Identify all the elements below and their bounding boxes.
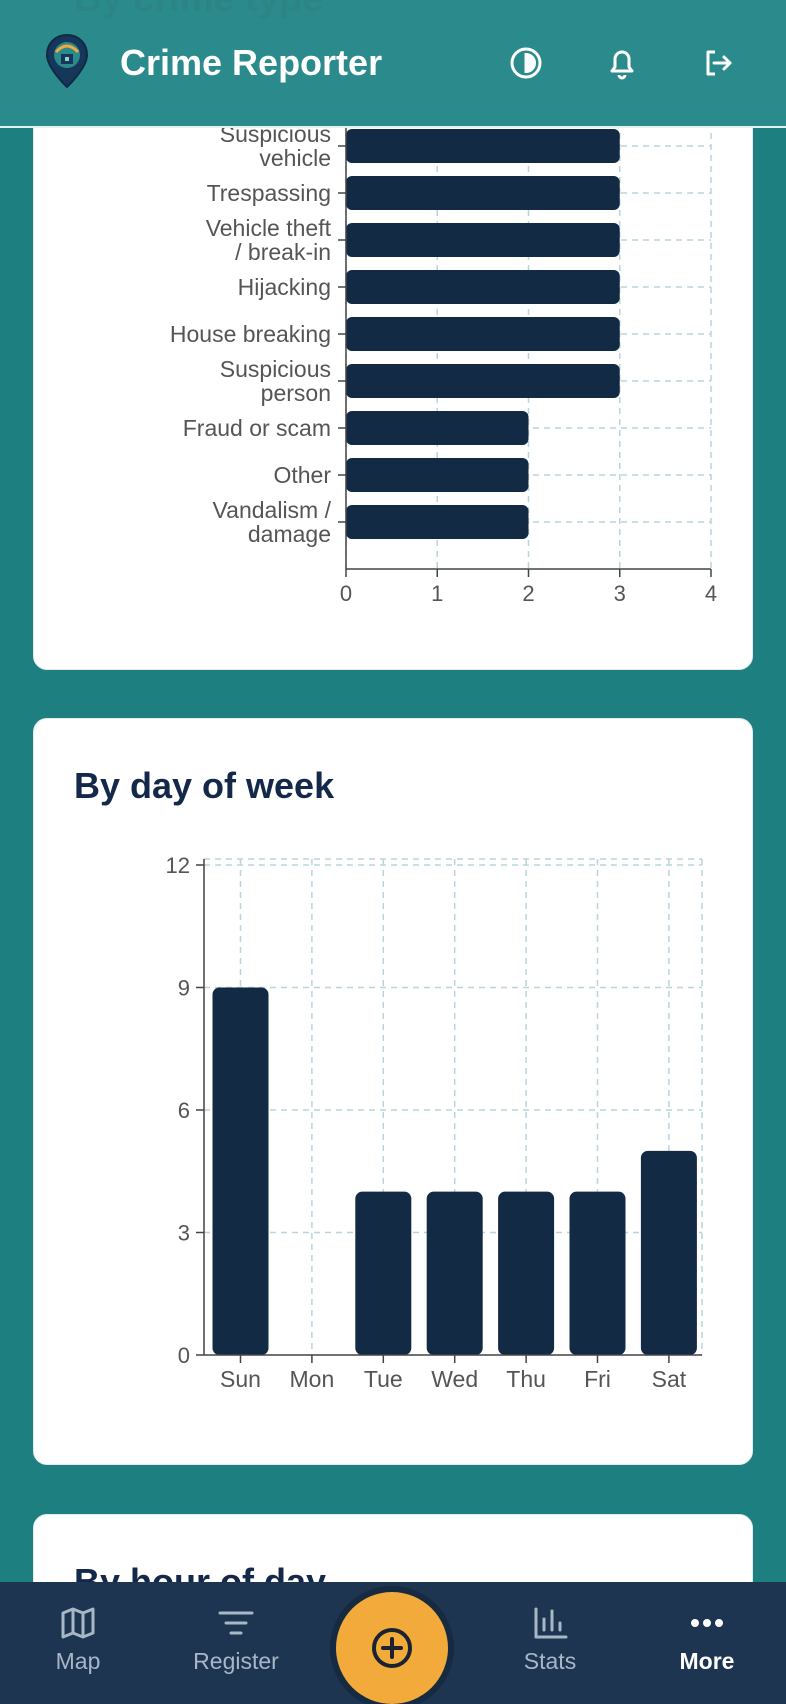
category-label: Suspicious person: [220, 356, 331, 406]
bar: [346, 411, 529, 445]
map-icon: [61, 1607, 95, 1639]
y-tick-label: 6: [178, 1098, 190, 1123]
nav-stats[interactable]: Stats: [480, 1582, 620, 1704]
y-tick-label: 3: [178, 1221, 190, 1246]
category-label: Hijacking: [238, 274, 331, 300]
category-label: Suspicious vehicle: [220, 121, 331, 171]
x-tick-label: Tue: [364, 1366, 403, 1392]
nav-stats-label: Stats: [523, 1648, 577, 1674]
bar: [346, 317, 620, 351]
bell-icon[interactable]: [603, 44, 641, 82]
category-label: Vehicle theft / break-in: [206, 215, 332, 265]
nav-map-label: Map: [55, 1648, 101, 1674]
bar: [426, 1191, 483, 1355]
x-tick-label: 0: [340, 581, 352, 606]
bar: [346, 505, 529, 539]
bar: [346, 223, 620, 257]
x-tick-label: 4: [705, 581, 717, 606]
day-of-week-card: By day of week 0 3 6 9 12 Sun Mon Tue Wed Thu Fri S…: [33, 718, 753, 1465]
nav-more[interactable]: More: [637, 1582, 777, 1704]
category-label: House breaking: [170, 321, 331, 347]
category-label: Trespassing: [207, 180, 331, 206]
bar: [569, 1191, 626, 1355]
x-tick-label: Wed: [431, 1366, 478, 1392]
bar: [498, 1191, 555, 1355]
bar: [346, 364, 620, 398]
more-dots-icon: [691, 1619, 723, 1627]
category-label: Other: [273, 462, 331, 488]
nav-register-label: Register: [193, 1648, 279, 1674]
x-tick-label: 2: [522, 581, 534, 606]
bar: [346, 270, 620, 304]
theme-toggle-icon[interactable]: [507, 44, 545, 82]
section-title-peek: By crime type: [74, 0, 323, 21]
plus-circle-icon: [372, 1628, 412, 1668]
bar: [212, 987, 269, 1355]
y-tick-label: 9: [178, 976, 190, 1001]
x-tick-label: Fri: [584, 1366, 611, 1392]
bar: [355, 1191, 412, 1355]
category-label: Vandalism / damage: [213, 497, 332, 547]
bar-chart-icon: [534, 1607, 568, 1639]
location-pin-logo-icon: [45, 33, 89, 89]
filter-lines-icon: [218, 1611, 254, 1635]
category-label: Fraud or scam: [183, 415, 331, 441]
x-tick-label: 1: [431, 581, 443, 606]
bar: [640, 1150, 697, 1355]
nav-register[interactable]: Register: [166, 1582, 306, 1704]
day-of-week-title: By day of week: [74, 765, 335, 806]
logout-icon[interactable]: [699, 44, 737, 82]
add-report-button[interactable]: [336, 1592, 448, 1704]
y-tick-label: 0: [178, 1343, 190, 1368]
x-tick-label: 3: [614, 581, 626, 606]
bar: [346, 176, 620, 210]
app-header: By crime type Crime Reporter: [0, 0, 786, 128]
y-tick-label: 12: [166, 853, 190, 878]
x-tick-label: Mon: [290, 1366, 335, 1392]
bar: [346, 129, 620, 163]
bar: [346, 458, 529, 492]
x-tick-label: Sun: [220, 1366, 261, 1392]
nav-map[interactable]: Map: [8, 1582, 148, 1704]
app-title: Crime Reporter: [120, 42, 383, 83]
nav-more-label: More: [679, 1648, 735, 1674]
x-tick-label: Sat: [652, 1366, 687, 1392]
day-of-week-chart: 0 3 6 9 12 Sun Mon Tue Wed Thu Fri Sat: [166, 853, 703, 1392]
x-tick-label: Thu: [506, 1366, 546, 1392]
